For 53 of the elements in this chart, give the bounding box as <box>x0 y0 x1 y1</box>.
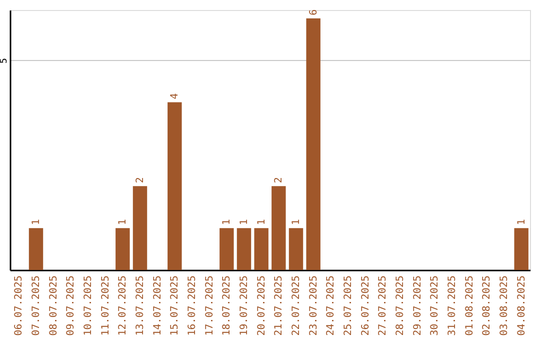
x-tick-label: 22.07.2025 <box>291 276 302 336</box>
x-tick-label: 04.08.2025 <box>516 276 528 336</box>
x-tick-label: 06.07.2025 <box>14 276 25 336</box>
x-tick-label: 19.07.2025 <box>239 276 250 336</box>
x-tick-label: 23.07.2025 <box>308 276 320 336</box>
bar <box>116 228 130 270</box>
x-tick-label: 29.07.2025 <box>412 276 424 336</box>
x-tick-label: 14.07.2025 <box>152 276 164 336</box>
x-tick-label: 01.08.2025 <box>464 276 476 336</box>
data-label: 1 <box>222 219 233 226</box>
data-label: 1 <box>516 219 528 226</box>
x-tick-label: 13.07.2025 <box>135 276 146 336</box>
data-label: 6 <box>308 9 320 16</box>
x-tick-label: 21.07.2025 <box>274 276 285 336</box>
x-tick-label: 02.08.2025 <box>482 276 493 336</box>
x-tick-label: 25.07.2025 <box>343 276 354 336</box>
data-label: 1 <box>256 219 268 226</box>
data-label: 1 <box>31 219 42 226</box>
data-label: 4 <box>170 93 181 100</box>
y-tick-label: 5 <box>0 58 10 64</box>
bar <box>132 186 148 270</box>
x-tick-label: 18.07.2025 <box>222 276 233 336</box>
x-tick-label: 03.08.2025 <box>499 276 510 336</box>
x-tick-label: 10.07.2025 <box>83 276 94 336</box>
x-tick-label: 30.07.2025 <box>430 276 441 336</box>
x-tick-label: 08.07.2025 <box>48 276 60 336</box>
data-label: 2 <box>135 177 146 184</box>
x-tick-label: 07.07.2025 <box>31 276 42 336</box>
x-tick-label: 16.07.2025 <box>187 276 198 336</box>
x-tick-label: 27.07.2025 <box>378 276 389 336</box>
bar <box>514 228 528 270</box>
bar <box>236 228 252 270</box>
bar <box>306 18 320 270</box>
x-tick-label: 26.07.2025 <box>360 276 372 336</box>
x-tick-label: 31.07.2025 <box>447 276 458 336</box>
bar <box>220 228 234 270</box>
bar <box>168 102 182 270</box>
x-tick-label: 20.07.2025 <box>256 276 268 336</box>
x-tick-label: 15.07.2025 <box>170 276 181 336</box>
x-tick-label: 24.07.2025 <box>326 276 337 336</box>
bar <box>254 228 268 270</box>
x-tick-label: 11.07.2025 <box>100 276 112 336</box>
data-label: 1 <box>239 219 250 226</box>
x-tick-label: 17.07.2025 <box>204 276 216 336</box>
data-label: 1 <box>118 219 129 226</box>
x-tick-label: 28.07.2025 <box>395 276 406 336</box>
bar <box>288 228 304 270</box>
bar <box>272 186 286 270</box>
bar <box>28 228 44 270</box>
x-tick-label: 12.07.2025 <box>118 276 129 336</box>
data-label: 2 <box>274 177 285 184</box>
x-tick-label: 09.07.2025 <box>66 276 77 336</box>
data-label: 1 <box>291 219 302 226</box>
